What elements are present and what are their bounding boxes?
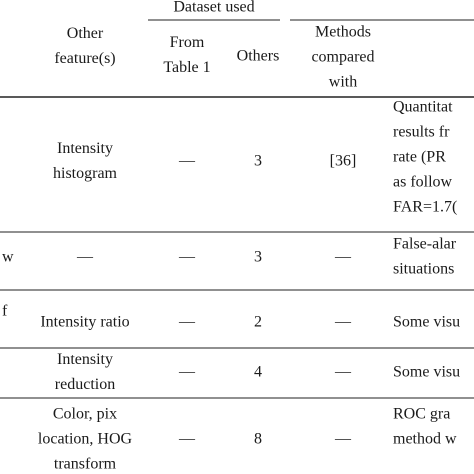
table-cell: histogram [53,165,118,182]
table-cell: Color, pix [53,406,117,423]
column-header: feature(s) [54,50,115,67]
table-cell: — [178,364,196,381]
table-cell: 3 [254,249,262,266]
table-cell: ROC gra [393,406,450,423]
column-header: Table 1 [163,59,210,76]
column-header: Others [237,48,280,65]
column-header: with [329,74,357,91]
table-cell: results fr [393,124,450,141]
table-cell: — [334,249,352,266]
column-header: From [170,34,205,51]
table-cell: [36] [330,153,357,170]
table-cell: location, HOG [38,431,133,448]
table-cell: as follow [393,174,453,191]
table-cell: — [178,431,196,448]
table-cell: — [178,314,196,331]
table-cell: Quantitat [393,99,453,116]
cut-off-text: f [2,303,8,320]
table-cell: — [178,153,196,170]
table-cell: Intensity [57,140,113,157]
column-header: compared [311,49,374,66]
table-cell: — [334,364,352,381]
table-cell: reduction [55,376,115,393]
table-cell: 2 [254,314,262,331]
table-cell: 8 [254,431,262,448]
table-cell: Some visu [393,314,460,331]
table-cell: transform [54,456,117,473]
cut-off-text: w [2,249,14,266]
group-header: Dataset used [173,0,254,16]
table-cell: Intensity [57,351,113,368]
table-cell: — [334,431,352,448]
table-cell: — [178,249,196,266]
table-cell: — [334,314,352,331]
table-cell: method w [393,431,457,448]
table-cell: 3 [254,153,262,170]
column-header: Methods [315,24,371,41]
table-cell: rate (PR [393,149,446,166]
column-header: Other [67,25,104,42]
table-cell: Intensity ratio [40,314,129,331]
table-cell: situations [393,261,454,278]
table-cell: Some visu [393,364,460,381]
table-cell: FAR=1.7( [393,199,457,216]
table-cell: — [76,249,94,266]
table-cell: False-alar [393,236,457,253]
table-cell: 4 [254,364,262,381]
